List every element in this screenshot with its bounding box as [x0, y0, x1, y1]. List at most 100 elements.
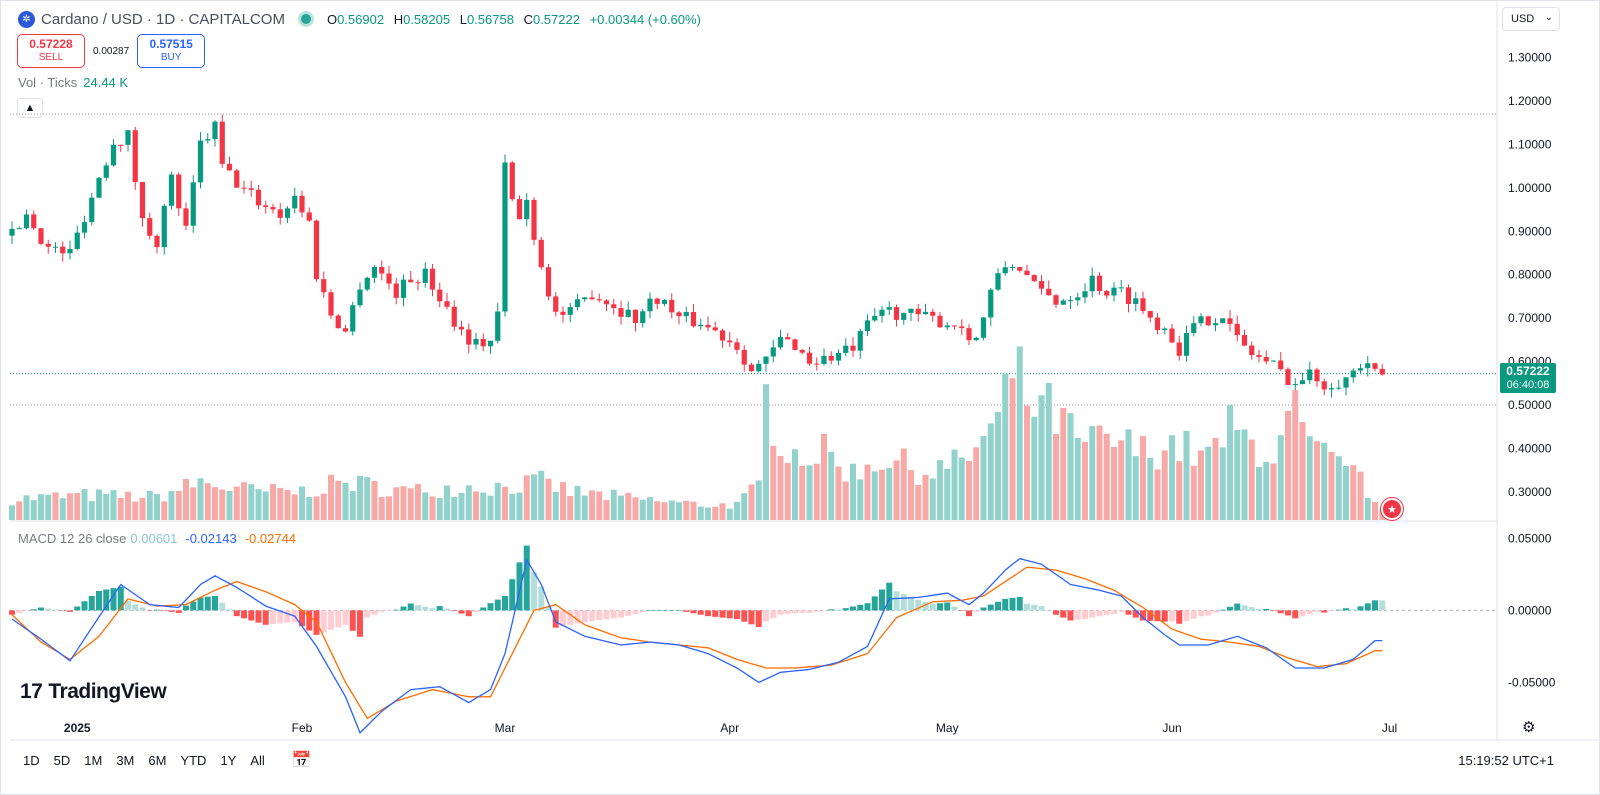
macd-hist-bar-12	[96, 590, 102, 611]
volume-bar-51	[378, 496, 385, 520]
candle-body-119	[872, 315, 878, 321]
candle-body-97	[712, 327, 718, 331]
candle-body-187	[1365, 363, 1371, 369]
macd-hist-bar-142	[1038, 606, 1045, 611]
macd-hist-bar-143	[1045, 610, 1052, 611]
volume-bar-95	[697, 506, 704, 520]
candle-body-73	[538, 239, 544, 268]
macd-hist-bar-132	[966, 610, 972, 617]
tradingview-logo[interactable]: 17 TradingView	[20, 680, 167, 704]
volume-bar-117	[857, 479, 864, 520]
macd-hist-bar-1	[16, 610, 23, 613]
macd-tick-label-0: 0.05000	[1508, 531, 1552, 545]
volume-bar-186	[1357, 471, 1364, 520]
candle-body-42	[313, 220, 320, 280]
macd-hist-bar-88	[647, 610, 653, 611]
range-5d[interactable]: 5D	[53, 752, 71, 768]
macd-legend[interactable]: MACD 12 26 close 0.00601 -0.02143 -0.02744	[18, 531, 296, 546]
ohlc-values: O0.56902 H0.58205 L0.56758 C0.57222 +0.0…	[326, 11, 701, 27]
volume-bar-36	[270, 483, 276, 520]
macd-hist-bar-68	[502, 596, 508, 611]
macd-hist-bar-128	[937, 603, 943, 611]
volume-bar-80	[589, 490, 595, 520]
candle-body-182	[1328, 388, 1335, 390]
candle-body-27	[205, 139, 211, 141]
volume-bar-49	[364, 477, 371, 520]
candle-body-87	[640, 311, 646, 323]
macd-hist-bar-174	[1270, 610, 1277, 612]
candle-body-74	[545, 267, 552, 297]
candle-body-11	[89, 197, 95, 223]
macd-hist-bar-116	[850, 606, 856, 611]
candle-body-143	[1046, 288, 1052, 296]
macd-hist-bar-127	[929, 603, 936, 611]
macd-hist-bar-186	[1357, 606, 1364, 611]
range-3m[interactable]: 3M	[116, 752, 135, 768]
candle-body-20	[154, 235, 160, 248]
candle-body-54	[400, 279, 407, 298]
macd-hist-bar-84	[618, 610, 624, 618]
volume-bar-127	[929, 478, 936, 520]
candle-body-6	[52, 246, 59, 248]
macd-hist-bar-72	[531, 572, 537, 611]
economic-event-flag-icon[interactable]: ★	[1381, 498, 1403, 520]
candle-body-55	[408, 279, 414, 283]
candle-body-62	[458, 326, 465, 330]
volume-bar-34	[255, 489, 262, 520]
macd-hist-bar-49	[364, 610, 371, 618]
symbol-header[interactable]: ✲ Cardano / USD · 1D · CAPITALCOM O0.569…	[18, 9, 707, 29]
clock-timezone[interactable]: 15:19:52 UTC+1	[1458, 752, 1554, 768]
symbol-title[interactable]: Cardano / USD · 1D · CAPITALCOM	[41, 10, 285, 28]
collapse-legend-button[interactable]: ▲	[17, 98, 43, 118]
candle-body-172	[1256, 355, 1262, 358]
volume-bar-63	[465, 485, 472, 520]
candle-body-38	[284, 208, 291, 218]
range-1y[interactable]: 1Y	[220, 752, 237, 768]
macd-hist-bar-58	[429, 608, 436, 611]
macd-hist-bar-53	[393, 609, 400, 611]
macd-hist-bar-156	[1140, 610, 1146, 621]
macd-hist-bar-38	[284, 610, 291, 623]
macd-hist-bar-103	[755, 610, 762, 627]
macd-hist-bar-188	[1372, 600, 1378, 611]
macd-hist-bar-60	[444, 608, 450, 611]
volume-bar-159	[1161, 450, 1168, 520]
volume-bar-178	[1299, 422, 1306, 520]
macd-hist-bar-56	[415, 605, 421, 611]
candle-body-144	[1053, 295, 1059, 305]
range-1m[interactable]: 1M	[84, 752, 103, 768]
settings-gear-icon[interactable]: ⚙	[1522, 719, 1536, 736]
macd-hist-bar-18	[139, 607, 146, 611]
sell-button[interactable]: 0.57228 SELL	[17, 34, 85, 68]
range-ytd[interactable]: YTD	[180, 752, 207, 768]
macd-hist-bar-158	[1154, 610, 1161, 622]
volume-bar-70	[516, 492, 523, 520]
candle-body-48	[357, 289, 363, 306]
volume-bar-165	[1205, 446, 1212, 520]
volume-bar-84	[618, 495, 624, 520]
candle-body-167	[1220, 318, 1226, 324]
candle-body-171	[1249, 345, 1255, 356]
candle-body-29	[219, 121, 225, 164]
candle-body-111	[814, 363, 820, 365]
range-6m[interactable]: 6M	[148, 752, 167, 768]
candle-body-156	[1140, 298, 1146, 311]
macd-hist-bar-96	[705, 610, 711, 617]
volume-bar-21	[161, 501, 168, 520]
candle-body-181	[1321, 381, 1327, 390]
volume-bar-89	[654, 501, 661, 520]
buy-button[interactable]: 0.57515 BUY	[137, 34, 206, 68]
volume-bar-101	[741, 493, 748, 520]
range-all[interactable]: All	[250, 752, 265, 768]
currency-select[interactable]: USD ⌄	[1502, 7, 1560, 31]
macd-hist-bar-107	[784, 610, 791, 614]
macd-hist-bar-163	[1190, 610, 1197, 619]
volume-bar-136	[995, 411, 1001, 520]
range-1d[interactable]: 1D	[23, 752, 40, 768]
macd-hist-bar-133	[973, 610, 980, 612]
go-to-date-calendar-icon[interactable]: 📅	[291, 752, 312, 769]
macd-hist-bar-176	[1285, 610, 1291, 616]
volume-legend[interactable]: Vol · Ticks 24.44 K	[18, 75, 129, 90]
candle-body-168	[1227, 318, 1233, 324]
